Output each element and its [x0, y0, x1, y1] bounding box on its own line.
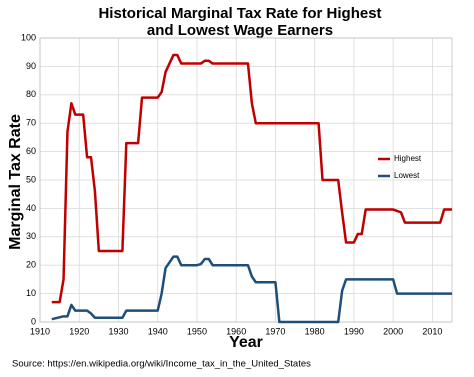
y-tick-label: 10 — [26, 288, 36, 298]
x-axis-title: Year — [229, 334, 263, 351]
y-tick-label: 0 — [31, 316, 36, 326]
series-line — [51, 53, 452, 304]
y-tick-label: 80 — [26, 89, 36, 99]
x-tick-label: 1950 — [187, 326, 207, 336]
y-tick-label: 20 — [26, 260, 36, 270]
x-tick-label: 2010 — [422, 326, 442, 336]
y-tick-label: 50 — [26, 174, 36, 184]
x-tick-label: 1970 — [265, 326, 285, 336]
x-tick-label: 1920 — [69, 326, 89, 336]
x-tick-label: 1960 — [226, 326, 246, 336]
series-line — [51, 255, 452, 324]
y-axis-title: Marginal Tax Rate — [7, 114, 24, 250]
legend-label: Highest — [394, 154, 422, 163]
chart-title: and Lowest Wage Earners — [147, 22, 333, 39]
legend-label: Lowest — [394, 171, 420, 180]
y-tick-label: 30 — [26, 231, 36, 241]
chart-title: Historical Marginal Tax Rate for Highest — [98, 5, 381, 22]
plot-frame — [39, 37, 453, 323]
x-tick-label: 2000 — [383, 326, 403, 336]
x-tick-label: 1940 — [148, 326, 168, 336]
x-tick-label: 1990 — [344, 326, 364, 336]
y-tick-label: 70 — [26, 118, 36, 128]
y-tick-label: 90 — [26, 61, 36, 71]
x-tick-label: 1930 — [108, 326, 128, 336]
y-tick-label: 100 — [21, 32, 36, 42]
y-tick-label: 40 — [26, 203, 36, 213]
x-tick-label: 1980 — [305, 326, 325, 336]
source-note: Source: https://en.wikipedia.org/wiki/In… — [12, 359, 311, 370]
y-tick-label: 60 — [26, 146, 36, 156]
x-tick-label: 1910 — [30, 326, 50, 336]
